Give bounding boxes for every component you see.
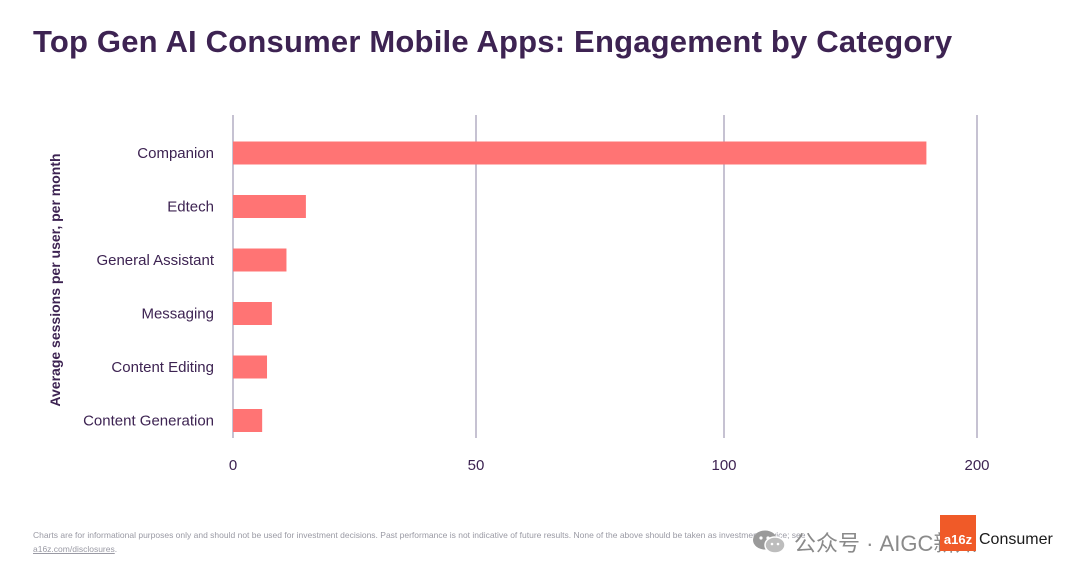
brand-name: Consumer: [979, 531, 1053, 548]
x-tick-label: 100: [711, 457, 736, 474]
grid-layer: [232, 115, 978, 438]
category-label: Content Editing: [111, 359, 214, 376]
bar-chart: Companion Edtech General Assistant Messagin…: [83, 115, 990, 474]
bar-general-assistant: [233, 248, 287, 272]
wechat-icon: [753, 530, 786, 554]
x-tick-labels: 0 50 100 200: [229, 457, 990, 474]
x-tick-label: 200: [964, 457, 989, 474]
disclaimer-footer: Charts are for informational purposes on…: [33, 528, 833, 556]
disclaimer-text: Charts are for informational purposes on…: [33, 530, 806, 540]
x-tick-label: 50: [468, 457, 485, 474]
category-labels: Companion Edtech General Assistant Messagin…: [83, 145, 215, 430]
category-label: Messaging: [141, 306, 214, 323]
category-label: Companion: [137, 145, 214, 162]
brand-lockup: a16z Consumer: [940, 515, 1053, 551]
category-label: Edtech: [167, 199, 214, 216]
category-label: General Assistant: [96, 252, 214, 269]
a16z-logo: a16z: [940, 515, 976, 551]
x-tick-label: 0: [229, 457, 237, 474]
bar-companion: [233, 141, 927, 165]
disclosures-link[interactable]: a16z.com/disclosures: [33, 544, 115, 554]
chart-title: Top Gen AI Consumer Mobile Apps: Engagem…: [33, 24, 953, 59]
bar-edtech: [233, 195, 306, 218]
bar-content-generation: [233, 409, 263, 432]
category-label: Content Generation: [83, 413, 214, 430]
disclaimer-end: .: [114, 544, 118, 554]
bar-messaging: [233, 302, 272, 325]
bar-content-editing: [233, 355, 268, 379]
bar-layer: [233, 141, 927, 432]
